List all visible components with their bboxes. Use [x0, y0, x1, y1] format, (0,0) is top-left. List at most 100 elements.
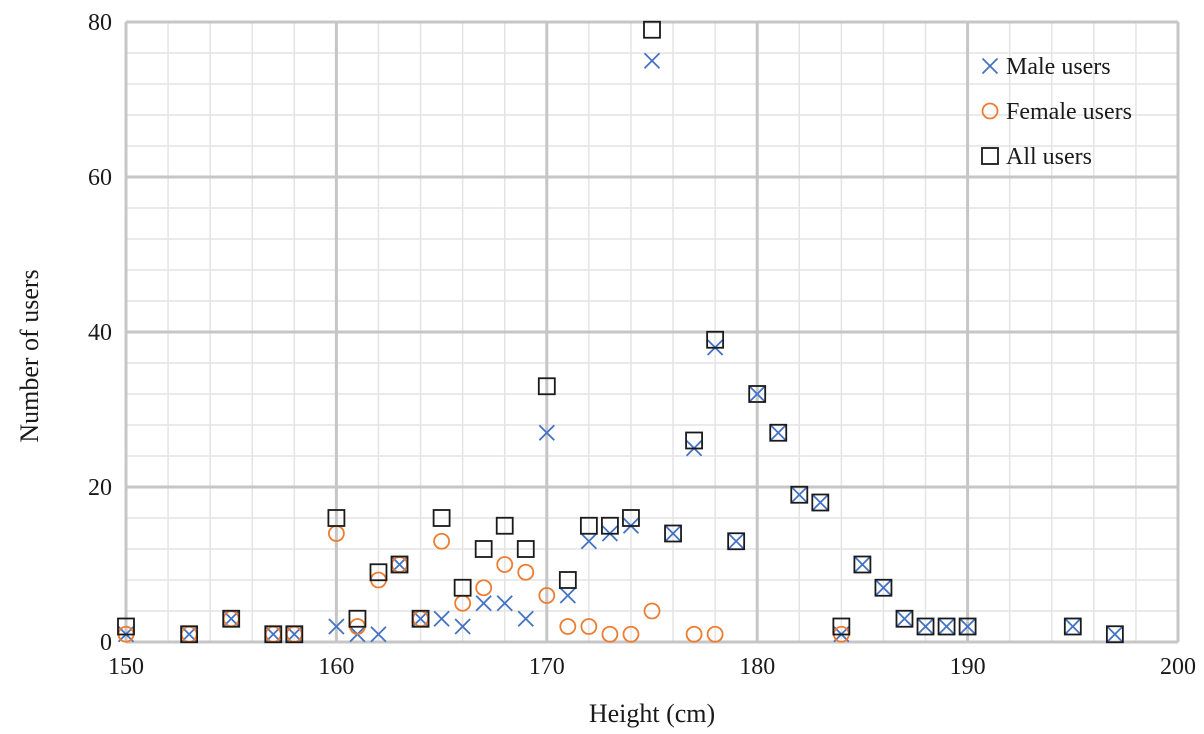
- all-users-point: [643, 20, 661, 39]
- male-point: [517, 610, 534, 627]
- y-tick-label: 0: [100, 630, 112, 656]
- all-users-point: [369, 563, 388, 582]
- male-point-legend-icon: [981, 57, 999, 75]
- all-users-point: [453, 578, 472, 597]
- y-tick-label: 80: [88, 10, 112, 36]
- all-users-point: [790, 485, 809, 504]
- female-point-legend-icon: [981, 102, 999, 120]
- male-point: [1106, 626, 1124, 643]
- male-point: [770, 424, 787, 441]
- all-users-point: [874, 578, 893, 597]
- male-point: [896, 610, 913, 627]
- all-users-point: [348, 609, 367, 628]
- data-markers: [117, 20, 1124, 644]
- female-point: [538, 587, 556, 604]
- male-point: [1064, 618, 1081, 635]
- female-point: [559, 618, 577, 635]
- all-users-point: [664, 524, 682, 543]
- female-point: [685, 625, 703, 643]
- male-point: [812, 494, 829, 511]
- all-users-point: [706, 330, 725, 349]
- all-users-point: [537, 377, 556, 396]
- x-tick-label: 200: [1160, 654, 1196, 680]
- female-point: [433, 532, 451, 550]
- male-point: [875, 579, 892, 596]
- all-users-point: [285, 625, 304, 644]
- x-tick-label: 180: [739, 654, 775, 680]
- all-users-point-legend-icon: [981, 147, 999, 165]
- all-users-point: [411, 609, 430, 628]
- all-users-point: [916, 617, 935, 636]
- all-users-point: [390, 555, 409, 574]
- all-users-point: [264, 625, 283, 644]
- female-point: [496, 556, 514, 573]
- y-axis-title: Number of users: [15, 269, 44, 442]
- x-tick-label: 170: [529, 654, 565, 680]
- male-point: [370, 626, 387, 643]
- male-point: [664, 525, 682, 542]
- all-users-point: [622, 509, 640, 527]
- all-users-point: [895, 609, 914, 628]
- male-point: [749, 385, 766, 403]
- legend-label: All users: [1006, 144, 1092, 170]
- all-users-point: [958, 617, 977, 636]
- male-point: [433, 610, 450, 627]
- male-point: [643, 52, 661, 69]
- all-users-point: [1063, 617, 1082, 636]
- legend-item-all: All users: [981, 144, 1092, 170]
- male-point: [328, 618, 345, 635]
- male-point: [538, 424, 555, 441]
- female-point: [475, 579, 493, 597]
- legend: Male users Female users All users: [981, 54, 1132, 170]
- all-users-point: [727, 532, 746, 551]
- all-users-point: [516, 540, 535, 558]
- female-point: [643, 602, 661, 620]
- female-point: [580, 618, 598, 635]
- all-users-point: [222, 609, 241, 628]
- female-point: [601, 625, 619, 643]
- all-users-point: [558, 571, 577, 589]
- male-point: [917, 618, 934, 635]
- all-users-point: [769, 423, 788, 442]
- legend-label: Male users: [1006, 54, 1111, 80]
- y-tick-label: 20: [88, 475, 112, 501]
- y-tick-label: 40: [88, 320, 112, 346]
- all-users-point: [432, 509, 451, 527]
- male-point: [496, 595, 513, 612]
- female-point: [517, 563, 535, 581]
- x-axis-title: Height (cm): [589, 699, 715, 728]
- all-users-point: [579, 516, 598, 535]
- all-users-point: [748, 385, 767, 403]
- male-point: [580, 533, 598, 550]
- male-point: [854, 556, 871, 573]
- all-users-point: [832, 617, 851, 636]
- all-users-point: [117, 617, 135, 636]
- all-users-point: [1105, 625, 1124, 644]
- x-tick-label: 190: [950, 654, 986, 680]
- all-users-point: [495, 516, 514, 535]
- legend-item-female: Female users: [981, 99, 1132, 125]
- female-point: [622, 625, 640, 643]
- y-tick-label: 60: [88, 165, 112, 191]
- male-point: [728, 533, 745, 550]
- x-tick-label: 160: [318, 654, 354, 680]
- legend-label: Female users: [1006, 99, 1132, 125]
- male-point: [791, 486, 808, 503]
- all-users-point: [685, 431, 703, 450]
- all-users-point: [180, 625, 199, 644]
- all-users-point: [601, 516, 619, 535]
- all-users-point: [811, 493, 830, 512]
- male-point: [938, 618, 955, 635]
- male-point: [559, 587, 576, 604]
- x-tick-label: 150: [108, 654, 144, 680]
- all-users-point: [474, 540, 493, 558]
- male-point: [454, 618, 471, 635]
- legend-item-male: Male users: [981, 54, 1111, 80]
- male-point: [475, 595, 492, 612]
- all-users-point: [327, 509, 346, 527]
- all-users-point: [937, 617, 956, 636]
- tick-labels: 150 160 170 180 190 200 0 20 40 60 80: [88, 10, 1196, 680]
- male-point: [959, 618, 976, 635]
- all-users-point: [853, 555, 872, 574]
